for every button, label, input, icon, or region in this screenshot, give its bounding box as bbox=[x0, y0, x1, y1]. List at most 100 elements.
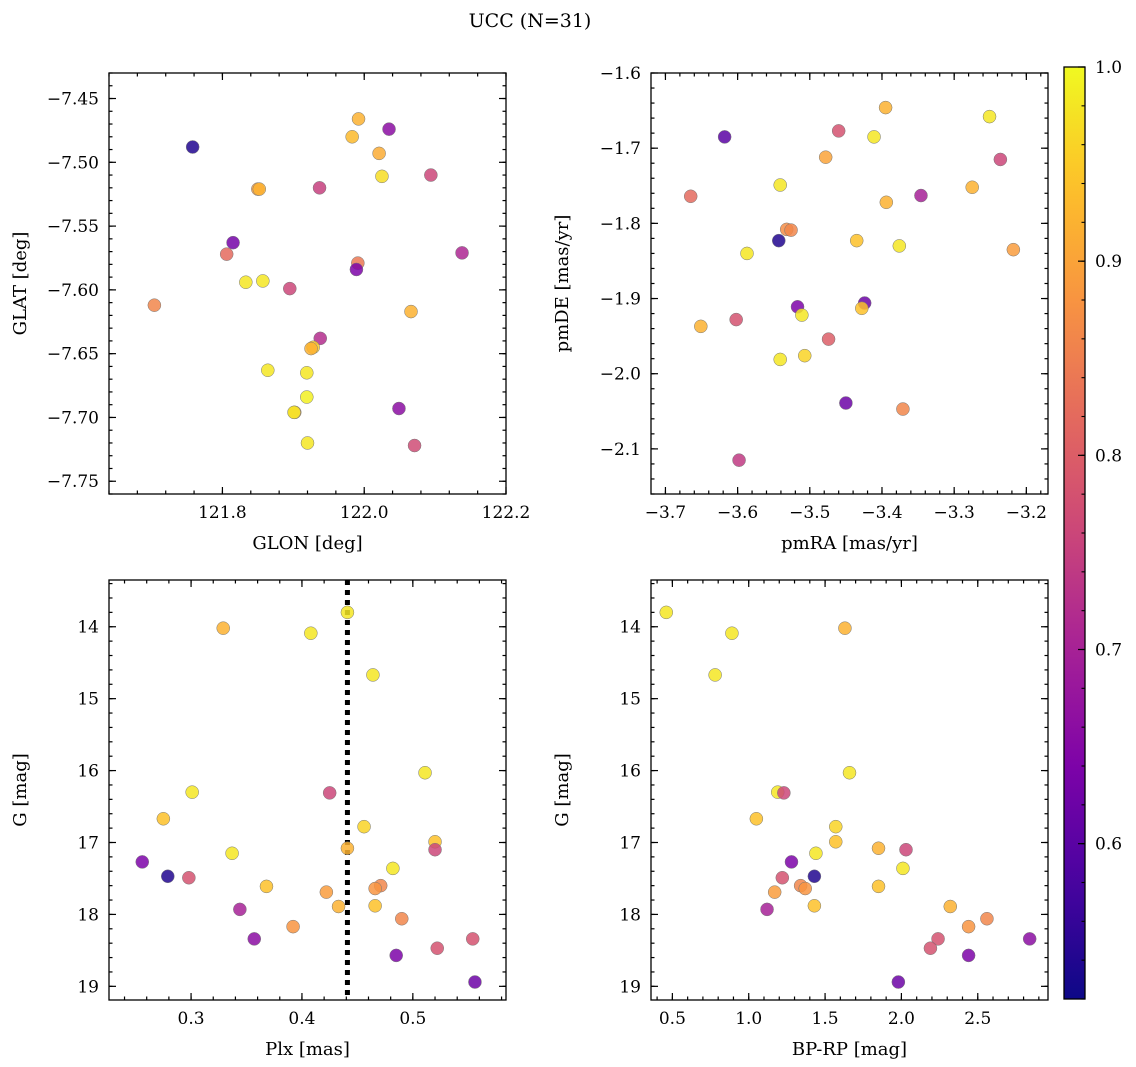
data-point bbox=[319, 885, 334, 899]
x-tick-label: 1.5 bbox=[812, 1009, 839, 1029]
data-point bbox=[772, 233, 786, 248]
data-point bbox=[256, 274, 270, 288]
data-point bbox=[982, 109, 997, 124]
data-point bbox=[259, 879, 274, 894]
data-point bbox=[345, 130, 359, 144]
data-point bbox=[838, 621, 852, 635]
data-point bbox=[312, 181, 327, 195]
data-point bbox=[740, 246, 754, 261]
y-axis-label: G [mag] bbox=[10, 753, 31, 826]
y-tick-label: 15 bbox=[619, 690, 641, 710]
data-point bbox=[855, 301, 869, 316]
data-point bbox=[961, 919, 976, 934]
y-tick-label: 19 bbox=[619, 977, 641, 997]
data-point bbox=[797, 348, 812, 363]
data-point bbox=[818, 150, 833, 164]
data-point bbox=[304, 626, 318, 640]
data-point bbox=[156, 812, 171, 826]
y-axis-label: G [mag] bbox=[552, 753, 573, 826]
axes-frame bbox=[108, 579, 507, 1001]
y-tick-label: −7.50 bbox=[47, 153, 99, 173]
data-point bbox=[407, 438, 422, 453]
data-point bbox=[392, 401, 406, 416]
colorbar-tick-label: 1.0 bbox=[1095, 58, 1122, 78]
data-point bbox=[233, 902, 247, 917]
data-point bbox=[807, 869, 822, 884]
data-point bbox=[375, 169, 389, 184]
axes-frame bbox=[650, 72, 1049, 495]
x-tick-label: 0.4 bbox=[288, 1009, 315, 1029]
panel-top-left: 121.8 122.0 122.2 −7.45 −7.50 −7.55 −7.60 −7.65… bbox=[10, 72, 531, 554]
data-point bbox=[322, 786, 337, 800]
data-point bbox=[147, 298, 162, 312]
y-tick-label: 17 bbox=[77, 834, 99, 854]
data-point bbox=[829, 819, 843, 834]
data-point bbox=[831, 124, 846, 138]
data-point bbox=[683, 189, 698, 204]
data-point bbox=[749, 812, 764, 826]
ticks bbox=[651, 72, 1048, 495]
scatter-points bbox=[147, 112, 469, 453]
data-point bbox=[404, 304, 418, 319]
x-tick-label: −3.2 bbox=[1006, 503, 1047, 523]
x-tick-label: 121.8 bbox=[198, 503, 247, 523]
data-point bbox=[767, 885, 782, 899]
data-point bbox=[867, 130, 881, 144]
data-point bbox=[943, 899, 958, 914]
y-tick-label: 14 bbox=[619, 618, 641, 638]
data-point bbox=[892, 239, 907, 253]
data-point bbox=[349, 262, 364, 277]
x-tick-label: 2.5 bbox=[964, 1009, 991, 1029]
scatter-points bbox=[659, 605, 1037, 989]
x-axis-label: GLON [deg] bbox=[252, 533, 362, 554]
data-point bbox=[878, 100, 893, 115]
x-tick-label: −3.3 bbox=[934, 503, 975, 523]
y-tick-label: −7.55 bbox=[47, 217, 99, 237]
panel-bottom-right: 0.5 1.0 1.5 2.0 2.5 14 15 16 17 18 19 BP-RP [mag] G … bbox=[552, 579, 1049, 1060]
panel-top-right: −3.7 −3.6 −3.5 −3.4 −3.3 −3.2 −1.6 −1.7 −1.8 −1.9… bbox=[552, 64, 1049, 554]
x-tick-label: −3.5 bbox=[789, 503, 830, 523]
data-point bbox=[773, 352, 787, 367]
data-point bbox=[896, 402, 910, 416]
data-point bbox=[283, 281, 297, 296]
data-point bbox=[313, 331, 328, 346]
data-point bbox=[871, 841, 886, 856]
y-tick-label: −1.9 bbox=[600, 290, 641, 310]
data-point bbox=[879, 195, 894, 210]
data-point bbox=[357, 819, 371, 834]
y-tick-label: −7.45 bbox=[47, 90, 99, 110]
data-point bbox=[216, 621, 230, 635]
data-point bbox=[784, 855, 799, 869]
data-point bbox=[252, 182, 267, 196]
data-point bbox=[247, 932, 262, 946]
data-point bbox=[775, 870, 790, 885]
data-point bbox=[225, 846, 239, 861]
data-point bbox=[239, 275, 253, 289]
data-point bbox=[368, 899, 382, 913]
x-tick-label: 1.0 bbox=[735, 1009, 762, 1029]
data-point bbox=[809, 846, 823, 861]
data-point bbox=[418, 765, 432, 780]
data-point bbox=[395, 911, 409, 926]
data-point bbox=[729, 312, 743, 327]
x-axis-label: Plx [mas] bbox=[265, 1039, 350, 1060]
y-tick-label: −1.7 bbox=[600, 139, 641, 159]
y-tick-label: −7.75 bbox=[47, 472, 99, 492]
y-tick-label: 14 bbox=[77, 618, 99, 638]
data-point bbox=[287, 405, 301, 420]
data-point bbox=[300, 436, 315, 450]
x-axis-label: BP-RP [mag] bbox=[792, 1039, 907, 1060]
data-point bbox=[821, 332, 836, 346]
data-point bbox=[430, 941, 444, 955]
data-point bbox=[182, 870, 196, 885]
data-point bbox=[386, 861, 400, 876]
y-tick-label: 19 bbox=[77, 977, 99, 997]
data-point bbox=[389, 948, 403, 963]
data-point bbox=[468, 975, 482, 989]
y-tick-label: −2.1 bbox=[600, 440, 641, 460]
data-point bbox=[980, 911, 994, 926]
panel-bottom-left: 0.3 0.4 0.5 14 15 16 17 18 19 Plx [mas] G [mag] bbox=[10, 579, 507, 1060]
ticks bbox=[651, 580, 1048, 1000]
x-tick-label: 122.2 bbox=[482, 503, 531, 523]
